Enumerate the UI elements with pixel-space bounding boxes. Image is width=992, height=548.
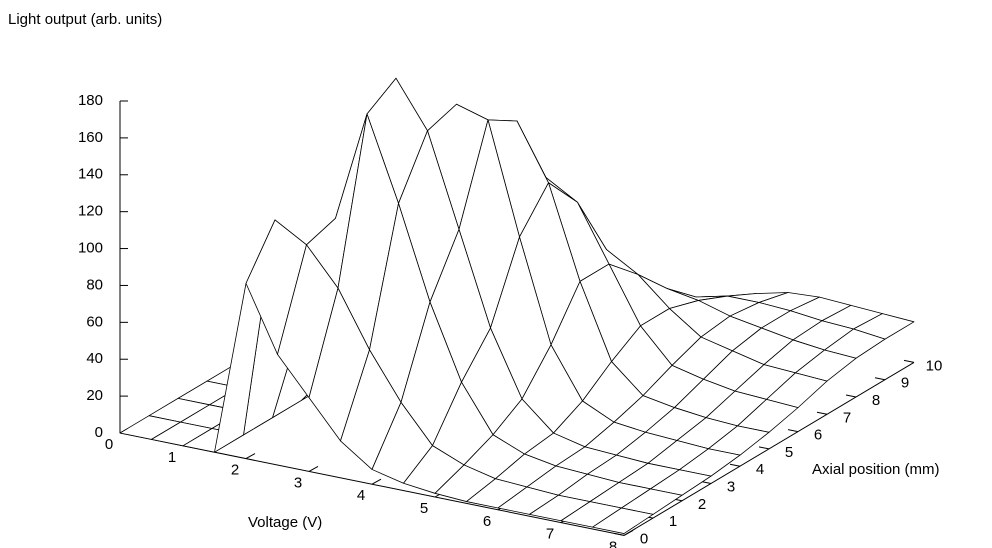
y-tick-label: 6 — [814, 427, 822, 444]
x-axis-label: Voltage (V) — [248, 514, 322, 531]
y-axis-label: Axial position (mm) — [812, 461, 940, 478]
y-axis — [623, 361, 915, 536]
x-tick-label: 2 — [231, 462, 239, 479]
x-tick-label: 5 — [420, 500, 428, 517]
x-tick-label: 7 — [546, 526, 554, 543]
y-tick-label: 7 — [843, 409, 851, 426]
y-tick — [816, 411, 828, 415]
x-tick — [245, 453, 256, 460]
x-tick-label: 0 — [105, 436, 113, 453]
z-tick-label: 20 — [86, 387, 103, 404]
y-tick-label: 5 — [785, 444, 793, 461]
x-tick-label: 6 — [483, 513, 491, 530]
surface-cell — [592, 507, 654, 534]
x-tick-label: 4 — [357, 487, 365, 504]
z-tick-label: 140 — [78, 166, 103, 183]
x-tick-label: 8 — [609, 538, 617, 548]
y-tick-label: 2 — [698, 496, 706, 513]
y-tick — [613, 532, 625, 536]
y-tick — [903, 359, 915, 363]
y-tick-label: 1 — [669, 513, 677, 530]
z-tick-label: 80 — [86, 276, 103, 293]
y-tick-label: 10 — [926, 357, 943, 374]
z-tick-label: 120 — [78, 203, 103, 220]
z-axis-label: Light output (arb. units) — [8, 11, 162, 28]
y-tick-label: 4 — [756, 461, 764, 478]
y-tick — [758, 446, 770, 450]
z-tick-label: 60 — [86, 313, 103, 330]
z-tick-label: 180 — [78, 92, 103, 109]
x-tick — [308, 465, 319, 472]
y-tick — [729, 463, 741, 467]
x-tick-label: 3 — [294, 474, 302, 491]
y-tick-label: 9 — [901, 375, 909, 392]
z-tick-label: 0 — [95, 424, 103, 441]
x-tick-label: 1 — [168, 449, 176, 466]
x-tick — [371, 478, 382, 485]
z-tick-label: 40 — [86, 350, 103, 367]
y-tick-label: 0 — [640, 530, 648, 547]
y-tick — [845, 394, 857, 398]
y-tick-label: 8 — [872, 392, 880, 409]
y-tick — [787, 429, 799, 433]
z-tick-label: 160 — [78, 129, 103, 146]
z-tick-label: 100 — [78, 240, 103, 257]
y-tick — [874, 377, 886, 381]
y-tick-label: 3 — [727, 478, 735, 495]
